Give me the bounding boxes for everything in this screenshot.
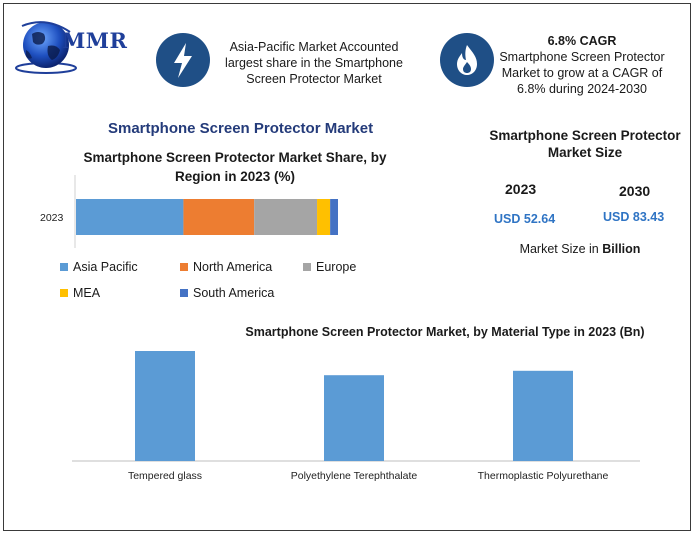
market-size-title: Smartphone Screen Protector Market Size (489, 128, 681, 160)
legend-label: Asia Pacific (73, 260, 138, 274)
highlight-asia-pacific: Asia-Pacific Market Accounted largest sh… (225, 40, 403, 86)
cagr-headline: 6.8% CAGR (547, 34, 617, 48)
x-tick-label: Thermoplastic Polyurethane (478, 470, 609, 482)
legend-asia-pacific: Asia Pacific (60, 260, 138, 274)
caption-prefix: Market Size in (519, 242, 603, 256)
main-title: Smartphone Screen Protector Market (108, 120, 374, 137)
region-stacked-bar-chart: 2023 (40, 175, 338, 248)
legend-europe: Europe (303, 260, 356, 274)
legend-north-america: North America (180, 260, 272, 274)
stack-segment-south-america (330, 199, 338, 235)
legend-swatch (60, 263, 68, 271)
legend-swatch (180, 263, 188, 271)
globe-icon (15, 21, 77, 74)
value-2023: USD 52.64 (494, 212, 556, 226)
legend-swatch (180, 289, 188, 297)
legend-label: MEA (73, 286, 101, 300)
value-2030: USD 83.43 (603, 210, 665, 224)
highlight-icon-circle (156, 33, 210, 87)
stack-segment-europe (254, 199, 318, 235)
x-tick-label: Polyethylene Terephthalate (291, 470, 418, 482)
highlight-icon-circle (440, 33, 494, 87)
x-tick-label: Tempered glass (128, 470, 202, 482)
legend-label: North America (193, 260, 273, 274)
legend-label: South America (193, 286, 275, 300)
category-label: 2023 (40, 212, 64, 224)
logo-text: MMR (62, 28, 128, 53)
bar-tempered-glass (135, 351, 195, 461)
cagr-text: Smartphone Screen Protector Market to gr… (499, 50, 665, 96)
mmr-logo (12, 18, 142, 76)
legend-swatch (60, 289, 68, 297)
region-chart-title: Smartphone Screen Protector Market Share… (83, 150, 387, 184)
material-chart-title: Smartphone Screen Protector Market, by M… (245, 325, 645, 339)
bar-thermoplastic-polyurethane (513, 370, 573, 461)
stack-segment-north-america (183, 199, 255, 235)
highlight-cagr: 6.8% CAGR Smartphone Screen Protector Ma… (494, 33, 670, 97)
market-size-caption: Market Size in Billion (480, 242, 680, 256)
year-2030: 2030 (619, 183, 651, 199)
stack-segment-mea (317, 199, 331, 235)
year-2023: 2023 (505, 181, 537, 197)
legend-mea: MEA (60, 286, 100, 300)
bar-polyethylene-terephthalate (324, 375, 384, 461)
lightning-icon (174, 43, 192, 78)
legend-label: Europe (316, 260, 357, 274)
legend-south-america: South America (180, 286, 274, 300)
material-bar-chart: Tempered glass Polyethylene Terephthalate… (72, 351, 640, 482)
flame-icon (457, 45, 477, 75)
caption-unit: Billion (602, 242, 641, 256)
stack-segment-asia-pacific (76, 199, 184, 235)
legend-swatch (303, 263, 311, 271)
